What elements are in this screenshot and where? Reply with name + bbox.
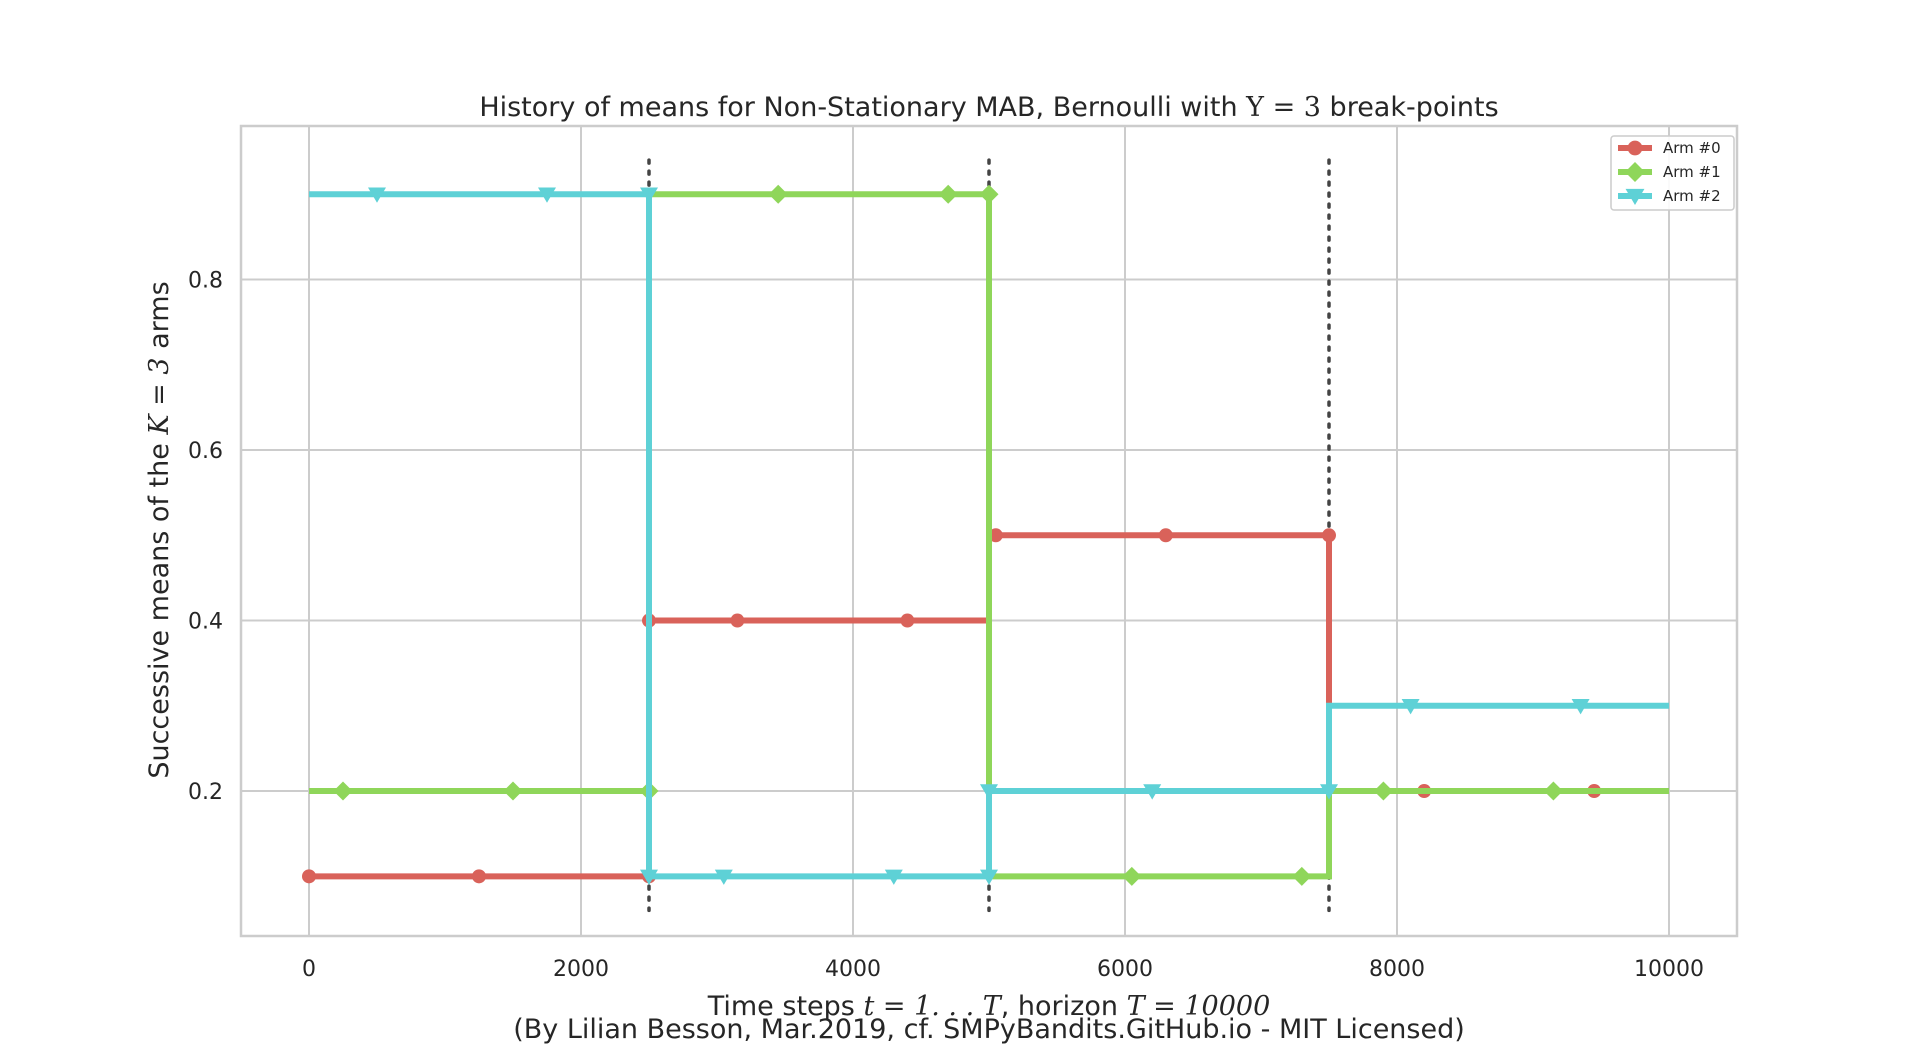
y-tick-label: 0.4: [188, 610, 223, 635]
data-point: [1143, 784, 1162, 800]
series-layer: [302, 184, 1669, 886]
data-point: [730, 613, 745, 628]
data-point: [1571, 699, 1590, 715]
data-point: [1122, 866, 1142, 886]
data-point: [1373, 781, 1393, 801]
legend-swatch-marker: [1625, 188, 1645, 205]
data-point: [988, 528, 1003, 543]
legend-item: Arm #2: [1618, 187, 1721, 205]
data-point: [640, 187, 658, 203]
series-arm-2: [309, 187, 1669, 885]
x-tick-label: 0: [302, 957, 316, 982]
legend-label: Arm #1: [1663, 163, 1721, 181]
data-point: [1401, 699, 1420, 715]
y-tick-label: 0.6: [188, 439, 223, 464]
data-point: [368, 187, 386, 203]
series-line: [309, 191, 1669, 880]
chart-title: History of means for Non-Stationary MAB,…: [479, 92, 1498, 123]
x-tick-labels: 0 2000 4000 6000 8000 10000: [302, 957, 1704, 982]
data-point: [1158, 528, 1173, 543]
data-point: [1320, 784, 1338, 800]
plot-frame: [239, 124, 1739, 938]
legend: Arm #0 Arm #1 Arm #2: [1610, 135, 1735, 211]
credit-line: (By Lilian Besson, Mar.2019, cf. SMPyBan…: [513, 1014, 1465, 1045]
y-tick-labels: 0.2 0.4 0.6 0.8: [188, 268, 223, 805]
legend-label: Arm #0: [1663, 139, 1721, 157]
x-tick-label: 4000: [825, 957, 881, 982]
x-axis-label: Time steps t = 1. . . T, horizon T = 100…: [707, 991, 1271, 1022]
data-point: [472, 869, 486, 884]
data-point: [768, 184, 788, 204]
legend-swatch-marker: [1627, 140, 1643, 156]
legend-item: Arm #0: [1618, 139, 1721, 157]
data-point: [302, 869, 316, 884]
y-tick-label: 0.2: [188, 780, 223, 805]
y-axis-label: Successive means of the K = 3 arms: [144, 281, 175, 778]
data-point: [980, 784, 998, 800]
legend-label: Arm #2: [1663, 187, 1721, 205]
data-point: [884, 869, 903, 885]
legend-swatch-marker: [1625, 162, 1645, 182]
data-point: [900, 613, 915, 628]
data-point: [938, 184, 958, 204]
x-tick-label: 6000: [1097, 957, 1153, 982]
data-point: [1292, 866, 1312, 886]
data-point: [714, 869, 733, 885]
data-point: [1322, 528, 1336, 543]
x-tick-label: 8000: [1369, 957, 1425, 982]
x-tick-label: 10000: [1634, 957, 1704, 982]
data-point: [503, 781, 523, 801]
data-point: [1543, 781, 1563, 801]
data-point: [538, 187, 556, 203]
data-point: [980, 869, 998, 885]
legend-item: Arm #1: [1618, 162, 1721, 182]
y-tick-label: 0.8: [188, 268, 223, 293]
data-point: [333, 781, 353, 801]
data-point: [979, 184, 999, 204]
x-tick-label: 2000: [553, 957, 609, 982]
data-point: [640, 869, 658, 885]
